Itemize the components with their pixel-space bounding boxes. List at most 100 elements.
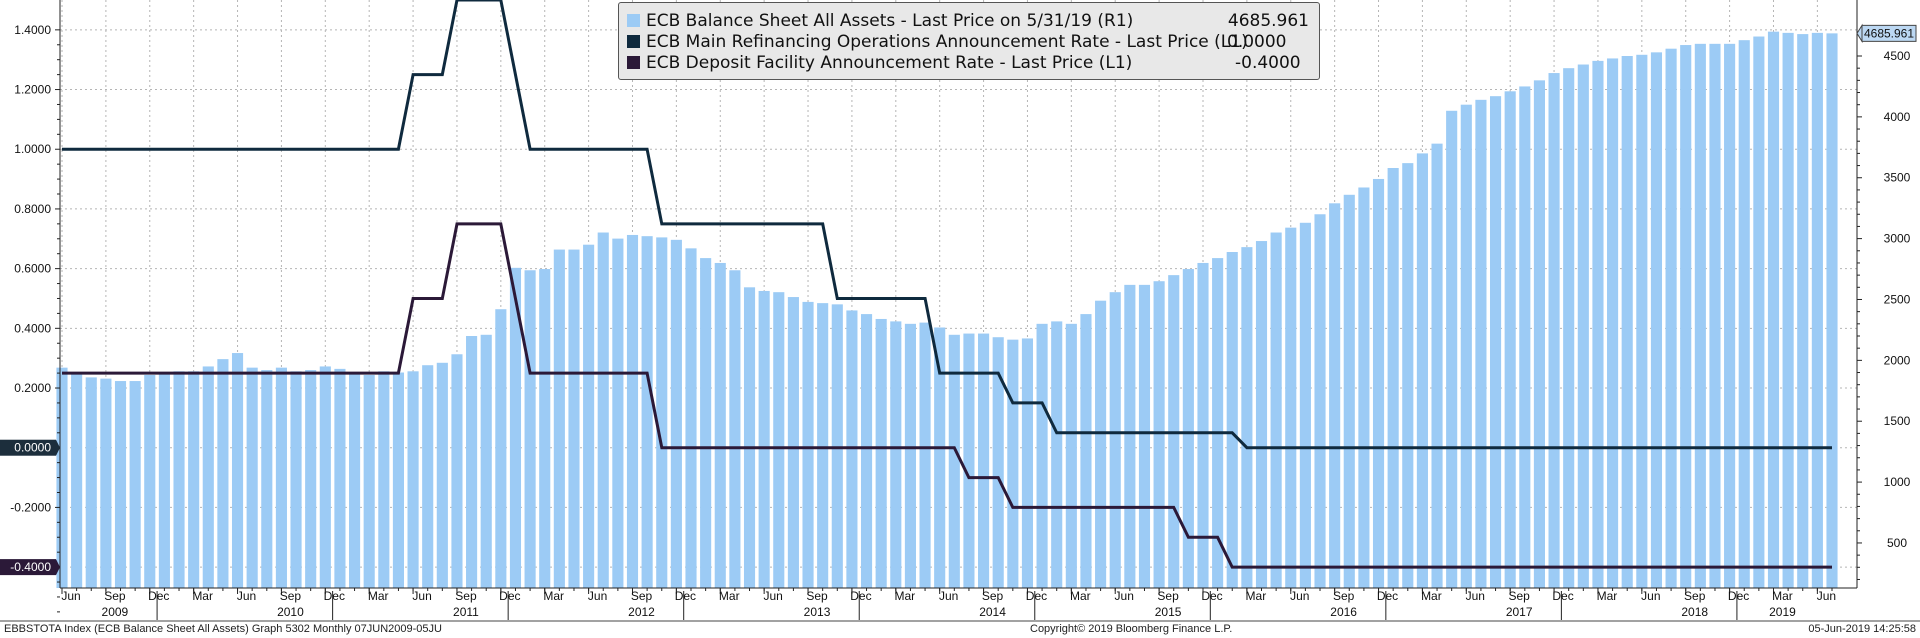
bar-32 (524, 270, 536, 588)
x-year-label: 2019 (1769, 605, 1796, 619)
left-tag-deposit-arrow (56, 559, 60, 576)
bar-78 (1197, 262, 1209, 588)
legend-value-deposit-rate: -0.4000 (1235, 53, 1301, 73)
left-tick-label: 0.4000 (14, 321, 51, 335)
bar-27 (451, 354, 463, 588)
legend-value-mro-rate: 0.0000 (1227, 32, 1287, 52)
bar-67 (1036, 323, 1048, 588)
bar-10 (202, 366, 214, 588)
x-tick-label: Mar (1597, 589, 1618, 603)
left-tag-deposit-bg (0, 559, 56, 576)
left-axis-ticks: 1.4000 1.2000 1.0000 0.8000 0.6000 0.4000 0.20… (10, 23, 60, 613)
right-tick-label: 1500 (1884, 414, 1911, 428)
bar-103 (1563, 68, 1575, 589)
bar-118 (1782, 32, 1794, 588)
bar-30 (495, 309, 507, 588)
bar-37 (597, 232, 609, 589)
left-tick-label: 0.8000 (14, 202, 51, 216)
bar-35 (568, 249, 580, 588)
bar-71 (1095, 300, 1107, 588)
bar-2 (85, 377, 97, 588)
x-tick-label: Dec (1377, 589, 1398, 603)
mro-rate-line (62, 0, 1832, 450)
bar-68 (1051, 321, 1063, 588)
bar-60 (934, 327, 946, 588)
x-tick-label: Sep (1684, 589, 1706, 603)
bar-22 (378, 371, 390, 588)
bar-46 (729, 270, 741, 588)
legend-entry-mro-rate: ECB Main Refinancing Operations Announce… (627, 32, 1309, 52)
bar-115 (1738, 40, 1750, 589)
bar-66 (1021, 338, 1034, 588)
bar-57 (890, 321, 902, 588)
right-tick-label: 1000 (1884, 475, 1911, 489)
bar-121 (1826, 33, 1838, 589)
bar-84 (1285, 227, 1297, 589)
left-tick-label: 1.2000 (14, 83, 51, 97)
bar-85 (1299, 222, 1311, 589)
x-tick-label: Jun (763, 589, 782, 603)
bar-0 (56, 367, 68, 588)
x-tick-label: Dec (324, 589, 345, 603)
legend-label-deposit-rate: ECB Deposit Facility Announcement Rate -… (646, 53, 1133, 73)
x-tick-label: Dec (1728, 589, 1749, 603)
x-tick-label: Mar (1772, 589, 1793, 603)
bar-42 (670, 239, 682, 588)
left-tick-label: 0.2000 (14, 381, 51, 395)
bar-112 (1694, 43, 1706, 588)
bar-3 (100, 378, 112, 588)
legend-swatch-deposit-rate (627, 56, 640, 69)
bar-33 (539, 269, 551, 588)
bar-47 (743, 287, 756, 588)
bar-61 (948, 334, 960, 588)
bar-4 (114, 381, 127, 588)
x-tick-label: Sep (280, 589, 302, 603)
bar-64 (992, 337, 1004, 588)
x-tick-label: Sep (1157, 589, 1179, 603)
x-year-label: 2015 (1155, 605, 1182, 619)
bar-24 (407, 371, 419, 588)
bar-13 (246, 367, 258, 588)
x-tick-label: Mar (1421, 589, 1442, 603)
bar-9 (188, 371, 200, 588)
left-tag-deposit-text: -0.4000 (10, 560, 51, 574)
bar-117 (1767, 31, 1780, 589)
x-tick-label: Mar (368, 589, 389, 603)
bar-87 (1329, 203, 1341, 588)
bar-17 (305, 370, 317, 588)
legend-entry-balance-sheet: ECB Balance Sheet All Assets - Last Pric… (627, 11, 1309, 31)
bar-105 (1592, 60, 1604, 588)
bar-50 (787, 297, 799, 588)
right-tick-label: 3000 (1884, 232, 1911, 246)
bar-15 (275, 367, 287, 588)
bar-72 (1109, 292, 1121, 588)
x-axis-ticks: Jun Sep Dec Mar Jun Sep Dec Mar Jun Sep Dec Mar Jun S… (61, 588, 1836, 620)
right-tag-arrow (1856, 23, 1863, 44)
x-tick-label: Sep (806, 589, 828, 603)
x-year-label: 2016 (1330, 605, 1357, 619)
bar-109 (1650, 52, 1663, 588)
x-tick-label: Jun (1641, 589, 1660, 603)
x-year-label: 2010 (277, 605, 304, 619)
x-year-label: 2017 (1506, 605, 1533, 619)
bar-45 (714, 262, 726, 588)
bar-36 (583, 244, 595, 588)
bar-26 (436, 362, 448, 588)
x-tick-label: Mar (192, 589, 213, 603)
right-tick-label: 500 (1887, 536, 1907, 550)
bar-18 (319, 366, 331, 588)
bar-79 (1212, 258, 1224, 588)
bar-80 (1226, 252, 1238, 588)
x-tick-label: Dec (1026, 589, 1047, 603)
footer-timestamp: 05-Jun-2019 14:25:58 (1808, 623, 1916, 635)
bar-41 (656, 237, 668, 589)
bar-81 (1241, 247, 1253, 588)
x-tick-label: Sep (104, 589, 126, 603)
bar-96 (1460, 104, 1472, 589)
bar-92 (1402, 163, 1414, 588)
footer-copyright: Copyright© 2019 Bloomberg Finance L.P. (1030, 623, 1233, 635)
right-tag-bg (1861, 24, 1917, 42)
balance-sheet-bars (56, 31, 1838, 589)
x-year-label: 2011 (453, 605, 479, 619)
